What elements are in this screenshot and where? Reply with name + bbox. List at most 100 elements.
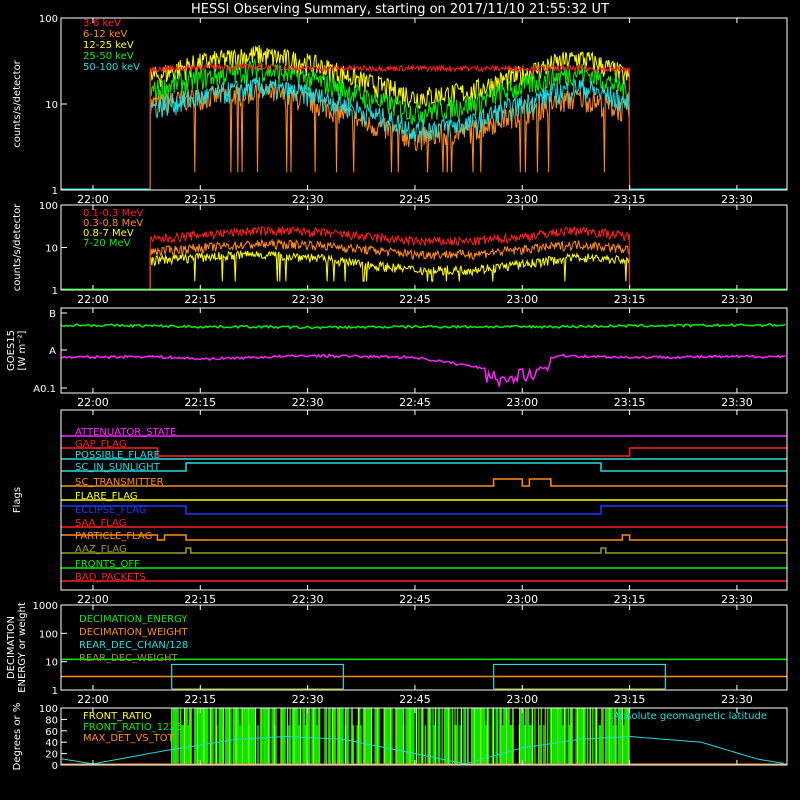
- legend-entry: 50-100 keV: [83, 62, 140, 73]
- series-line: [149, 250, 631, 291]
- legend-entry: FRONT_RATIO_1225: [83, 722, 182, 733]
- x-tick-label: 22:30: [292, 693, 324, 706]
- x-tick-label: 23:15: [614, 396, 646, 409]
- y-axis-label: counts/s/detector: [12, 59, 23, 147]
- x-tick-label: 23:30: [721, 193, 753, 206]
- x-tick-label: 23:15: [614, 693, 646, 706]
- flag-label: BAD_PACKETS: [75, 572, 146, 583]
- series-line: [149, 57, 631, 191]
- series-line: [149, 62, 631, 191]
- x-tick-label: 23:30: [721, 593, 753, 606]
- flag-label: PARTICLE_FLAG: [75, 531, 152, 542]
- legend-entry: 0.8-7 MeV: [83, 228, 134, 239]
- y-tick-label: 10: [45, 244, 58, 255]
- x-tick-label: 22:00: [77, 693, 109, 706]
- y-tick-label: 100: [39, 629, 58, 640]
- flag-label: AAZ_FLAG: [75, 544, 127, 555]
- x-tick-label: 23:00: [506, 693, 538, 706]
- interval-line: [493, 663, 666, 689]
- legend-entry: 0.3-0.8 MeV: [83, 218, 143, 229]
- y-axis-label: Flags: [12, 487, 23, 513]
- x-tick-label: 22:00: [77, 396, 109, 409]
- panel-frame: [60, 604, 788, 691]
- flag-line: [61, 534, 787, 541]
- x-tick-label: 22:30: [292, 193, 324, 206]
- x-tick-label: 22:15: [184, 593, 216, 606]
- flag-line: [61, 547, 787, 554]
- x-tick-label: 23:00: [506, 293, 538, 306]
- x-tick-label: 22:15: [184, 193, 216, 206]
- legend-entry: 0.1-0.3 MeV: [83, 208, 143, 219]
- panel-frame: [60, 409, 788, 591]
- y-axis-label: GOES15: [6, 330, 17, 371]
- x-tick-label: 23:00: [506, 396, 538, 409]
- y-axis-label: DECIMATION: [6, 616, 17, 679]
- y-tick-label: A: [49, 346, 56, 357]
- legend-entry: DECIMATION_ENERGY: [79, 614, 188, 625]
- x-tick-label: 23:30: [721, 293, 753, 306]
- flag-label: ECLIPSE_FLAG: [75, 505, 146, 516]
- panel-frame: [60, 707, 788, 766]
- y-axis-label: ENERGY or weight: [17, 602, 28, 693]
- flag-line: [61, 462, 787, 472]
- y-tick-label: 10: [45, 100, 58, 111]
- panel-frame: [60, 307, 788, 394]
- y-tick-label: 20: [45, 750, 58, 761]
- x-tick-label: 22:00: [77, 293, 109, 306]
- flag-label: ATTENUATOR_STATE: [75, 427, 176, 438]
- y-tick-label: 1: [52, 186, 58, 197]
- y-axis-label: Degrees or %: [12, 703, 23, 771]
- x-tick-label: 22:45: [399, 693, 431, 706]
- flag-line: [61, 478, 787, 487]
- flag-label: GAP_FLAG: [75, 439, 127, 450]
- legend-entry: DECIMATION_WEIGHT: [79, 627, 188, 638]
- chart-title: HESSI Observing Summary, starting on 201…: [191, 2, 609, 17]
- x-tick-label: 23:30: [721, 396, 753, 409]
- series-line: [60, 322, 786, 330]
- y-tick-label: 40: [45, 738, 58, 749]
- x-tick-label: 23:15: [614, 193, 646, 206]
- x-tick-label: 23:00: [506, 193, 538, 206]
- y-tick-label: 100: [39, 704, 58, 715]
- legend-entry: 25-50 keV: [83, 51, 134, 62]
- x-tick-label: 22:15: [184, 293, 216, 306]
- y-tick-label: B: [49, 309, 56, 320]
- x-tick-label: 22:45: [399, 396, 431, 409]
- y-tick-label: 10: [45, 658, 58, 669]
- flag-label: POSSIBLE_FLARE: [75, 450, 160, 461]
- flag-label: FRONTS_OFF: [75, 559, 140, 570]
- y-tick-label: 100: [39, 201, 58, 212]
- x-tick-label: 23:30: [721, 693, 753, 706]
- interval-line: [171, 663, 344, 689]
- x-tick-label: 22:15: [184, 693, 216, 706]
- y-tick-label: 80: [45, 715, 58, 726]
- flag-label: SC_IN_SUNLIGHT: [75, 462, 161, 473]
- y-tick-label: A0.1: [33, 384, 56, 395]
- y-axis-label: counts/s/detector: [12, 203, 23, 291]
- legend-entry: 6-12 keV: [83, 29, 127, 40]
- x-tick-label: 22:45: [399, 193, 431, 206]
- x-tick-label: 22:15: [184, 396, 216, 409]
- flag-label: FLARE_FLAG: [75, 491, 138, 502]
- x-tick-label: 22:00: [77, 593, 109, 606]
- legend-entry: 7-20 MeV: [83, 238, 131, 249]
- x-tick-label: 22:30: [292, 293, 324, 306]
- legend-entry: 3-6 keV: [83, 18, 121, 29]
- series-line: [60, 353, 786, 387]
- x-tick-label: 22:45: [399, 293, 431, 306]
- x-tick-label: 22:00: [77, 193, 109, 206]
- panel-frame: [60, 204, 788, 291]
- y-tick-label: 100: [39, 14, 58, 25]
- geomag-latitude-line: [60, 735, 784, 765]
- x-tick-label: 22:30: [292, 396, 324, 409]
- y-tick-label: 60: [45, 727, 58, 738]
- annotation: Absolute geomagnetic latitude: [613, 711, 767, 722]
- y-axis-label: [W m⁻²]: [17, 330, 28, 370]
- flag-label: SC_TRANSMITTER: [75, 477, 164, 488]
- x-tick-label: 22:30: [292, 593, 324, 606]
- x-tick-label: 23:00: [506, 593, 538, 606]
- flag-line: [61, 505, 787, 515]
- x-tick-label: 23:15: [614, 593, 646, 606]
- legend-entry: MAX_DET_VS_TOT: [83, 733, 175, 744]
